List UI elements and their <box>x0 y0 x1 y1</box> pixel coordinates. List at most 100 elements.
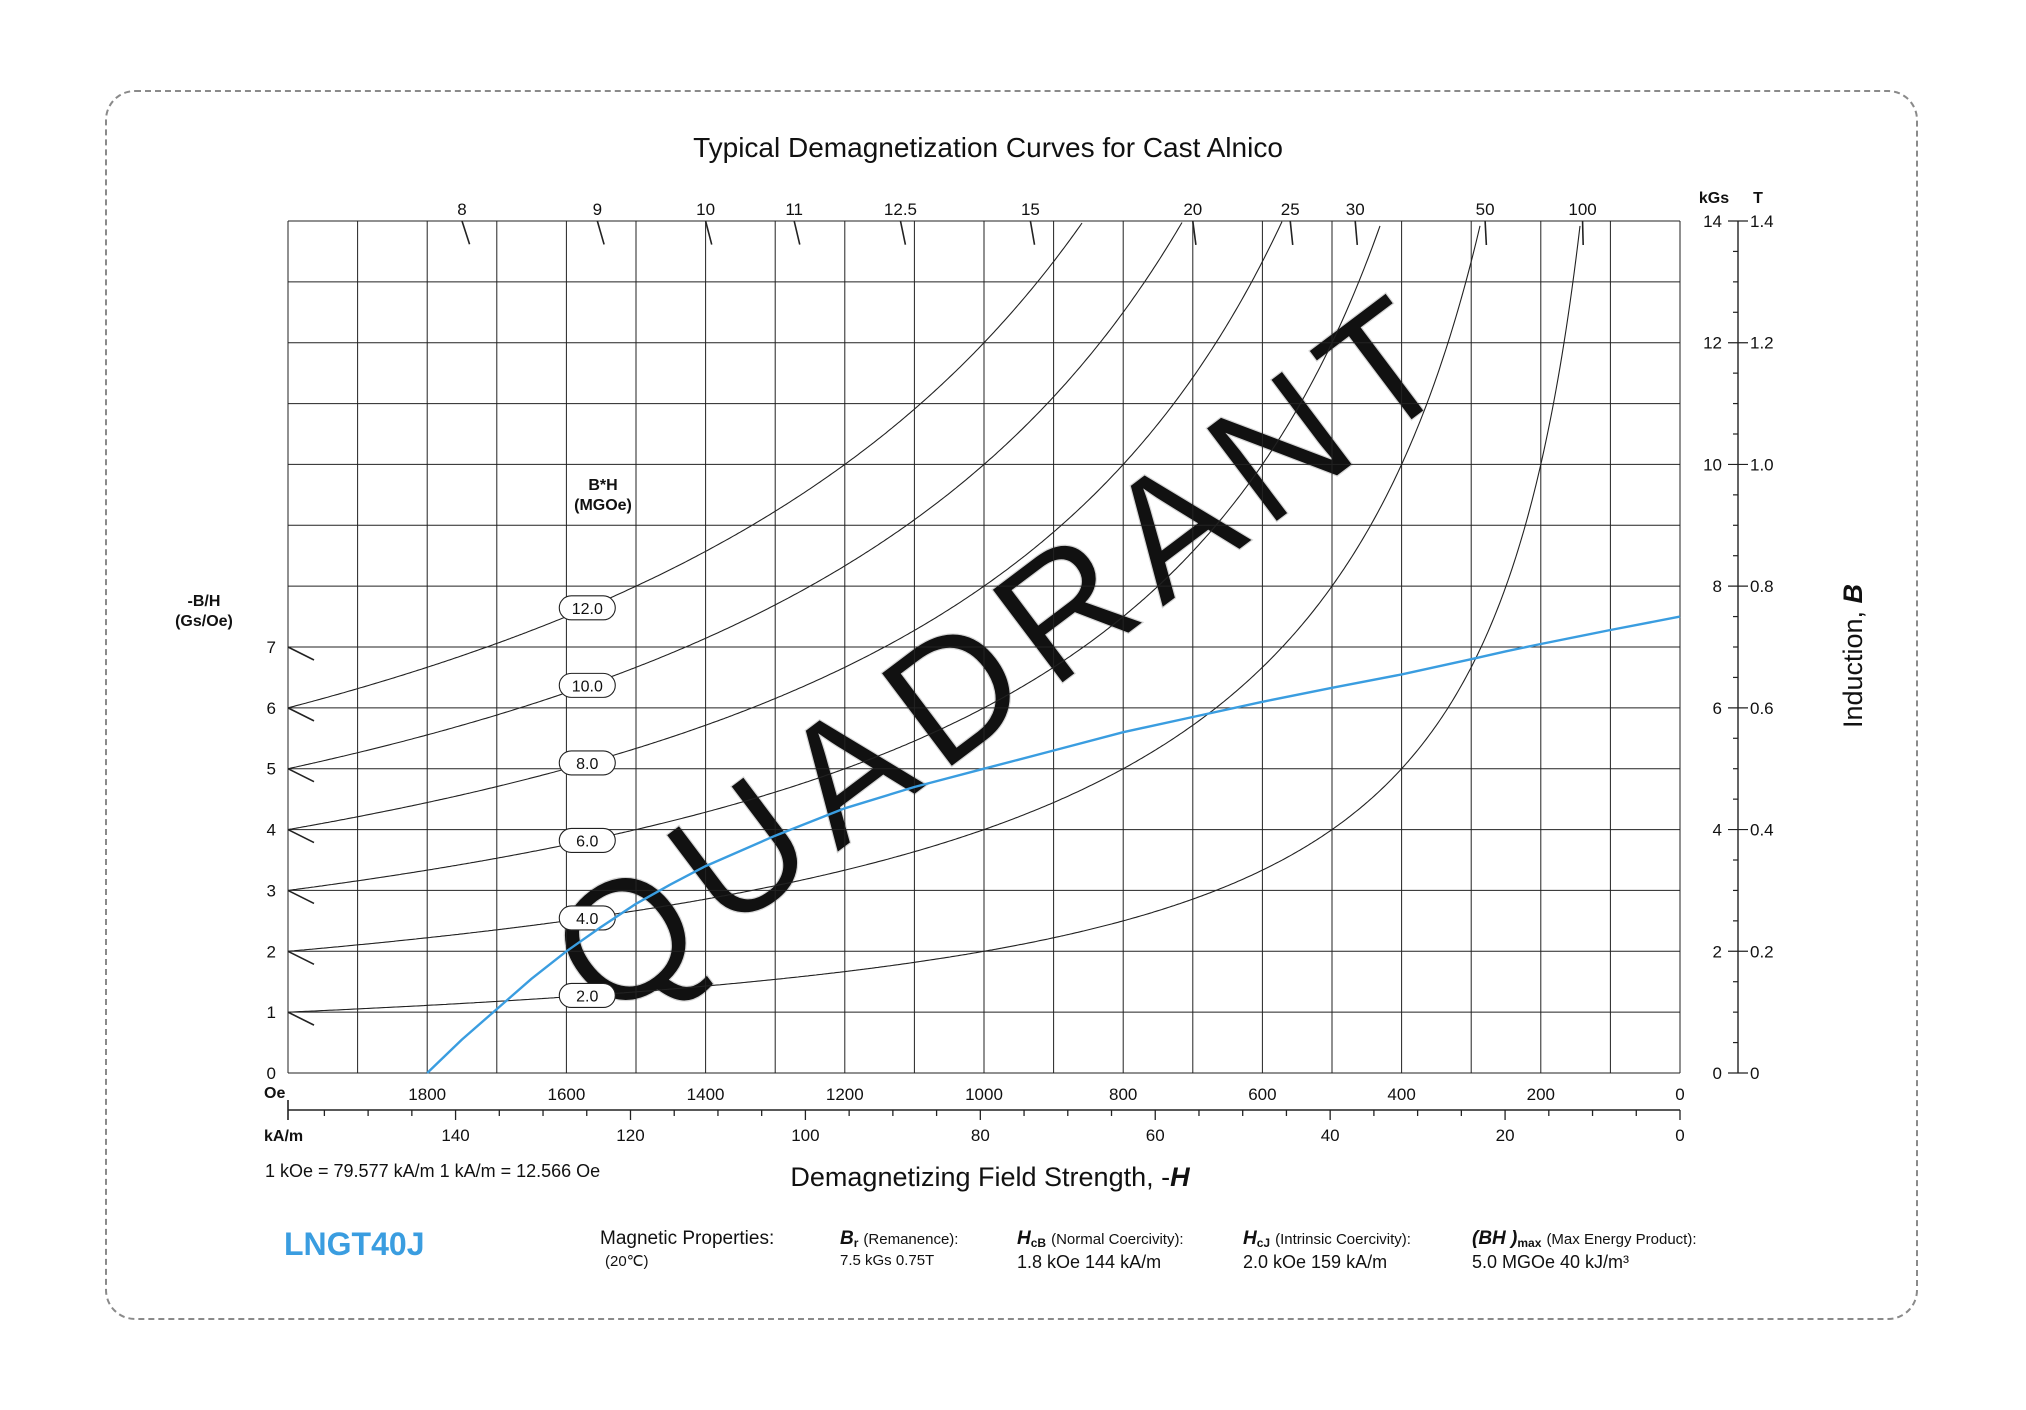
max-energy-block: (BH )max (Max Energy Product): 5.0 MGOe … <box>1472 1228 1697 1273</box>
properties-temperature: (20℃) <box>605 1253 649 1270</box>
permeance-top-tick <box>1192 220 1197 245</box>
energy-label-box <box>558 982 616 1009</box>
x-tick-label-kam: 80 <box>971 1126 990 1145</box>
permeance-top-label: 10 <box>696 200 715 219</box>
x-tick-label-kam: 40 <box>1321 1126 1340 1145</box>
permeance-left-tick <box>287 1011 315 1026</box>
x-tick-label-kam: 60 <box>1146 1126 1165 1145</box>
permeance-left-label: 3 <box>267 881 276 900</box>
permeance-top-tick <box>1029 220 1036 245</box>
permeance-left-tick <box>287 646 315 661</box>
permeance-top-label: 11 <box>785 200 803 219</box>
unit-conversion-note: 1 kOe = 79.577 kA/m 1 kA/m = 12.566 Oe <box>265 1161 601 1181</box>
permeance-top-label: 100 <box>1568 200 1596 219</box>
permeance-left-label: 0 <box>267 1064 276 1083</box>
chart-title: Typical Demagnetization Curves for Cast … <box>693 132 1283 163</box>
max-energy-label: (Max Energy Product): <box>1546 1231 1697 1248</box>
permeance-top-tick <box>793 220 801 245</box>
max-energy-subscript: max <box>1517 1236 1542 1250</box>
y-tick-label-tesla: 0.2 <box>1750 942 1774 961</box>
energy-label: 2.0 <box>576 988 598 1005</box>
x-tick-label-kam: 140 <box>441 1126 469 1145</box>
normal-coercivity-label: (Normal Coercivity): <box>1051 1231 1184 1248</box>
energy-label: 6.0 <box>576 833 598 850</box>
watermark-text: QUADRANT <box>516 252 1494 1055</box>
permeance-top-tick <box>1581 220 1584 246</box>
x-tick-label-oe: 200 <box>1527 1085 1555 1104</box>
x-tick-label-oe: 1400 <box>687 1085 725 1104</box>
energy-curve <box>288 225 1581 1013</box>
permeance-top-label: 15 <box>1021 200 1040 219</box>
remanence-value: 7.5 kGs 0.75T <box>840 1252 935 1269</box>
permeance-top-tick <box>1289 220 1294 246</box>
demag-curve-lngt40j <box>426 615 1681 1074</box>
energy-label: 4.0 <box>576 911 598 928</box>
properties-heading: Magnetic Properties: <box>600 1228 775 1249</box>
energy-curve <box>287 225 1481 952</box>
remanence-subscript: r <box>853 1236 859 1250</box>
normal-coercivity-symbol: H <box>1017 1228 1031 1249</box>
energy-label-box <box>558 827 616 853</box>
y-tick-label-kgs: 6 <box>1713 699 1722 718</box>
normal-coercivity-block: HcB (Normal Coercivity): 1.8 kOe 144 kA/… <box>1017 1228 1184 1273</box>
permeance-left-label: 4 <box>267 821 276 840</box>
permeance-top-tick <box>704 220 713 245</box>
normal-coercivity-subscript: cB <box>1030 1236 1047 1250</box>
normal-coercivity-value: 1.8 kOe 144 kA/m <box>1017 1252 1162 1272</box>
x-tick-label-oe: 600 <box>1248 1085 1276 1104</box>
x-tick-label-kam: 120 <box>616 1126 644 1145</box>
x-tick-label-kam: 100 <box>791 1126 819 1145</box>
energy-curve <box>287 221 1283 831</box>
max-energy-value: 5.0 MGOe 40 kJ/m³ <box>1472 1252 1630 1272</box>
permeance-left-tick <box>287 889 315 905</box>
energy-label-box <box>558 750 616 776</box>
energy-unit: (MGOe) <box>574 497 632 514</box>
y-tick-label-kgs: 4 <box>1713 821 1722 840</box>
kgs-unit-label: kGs <box>1699 190 1729 207</box>
permeance-top-tick <box>1354 220 1359 246</box>
x-tick-label-oe: 1200 <box>826 1085 864 1104</box>
intrinsic-coercivity-label: (Intrinsic Coercivity): <box>1275 1231 1411 1248</box>
permeance-top-label: 9 <box>593 200 602 219</box>
energy-label: 10.0 <box>572 678 603 695</box>
x-tick-label-oe: 1600 <box>547 1085 585 1104</box>
permeance-axis-label: -B/H <box>188 593 221 610</box>
energy-curve <box>287 222 1183 770</box>
permeance-left-label: 7 <box>267 638 276 657</box>
y-tick-label-kgs: 2 <box>1713 942 1722 961</box>
x-tick-label-oe: 0 <box>1675 1085 1684 1104</box>
y-tick-label-kgs: 0 <box>1713 1064 1722 1083</box>
permeance-left-tick <box>287 828 315 844</box>
x-tick-label-kam: 0 <box>1675 1126 1684 1145</box>
chart-card <box>105 90 1918 1320</box>
energy-curve <box>287 225 1381 891</box>
energy-curve <box>287 222 1083 709</box>
permeance-top-label: 30 <box>1346 200 1365 219</box>
x-tick-label-kam: 20 <box>1496 1126 1515 1145</box>
permeance-top-tick <box>1484 220 1488 246</box>
x-tick-label-oe: 800 <box>1109 1085 1137 1104</box>
y-tick-label-kgs: 14 <box>1703 212 1722 231</box>
intrinsic-coercivity-symbol: H <box>1243 1228 1257 1249</box>
permeance-left-label: 2 <box>267 942 276 961</box>
energy-label: B*H <box>588 477 617 494</box>
permeance-left-tick <box>287 950 315 966</box>
kam-unit-label: kA/m <box>264 1128 303 1145</box>
tesla-unit-label: T <box>1753 190 1763 207</box>
energy-label: 8.0 <box>576 756 598 773</box>
energy-label: 12.0 <box>572 601 603 618</box>
permeance-top-label: 8 <box>457 200 466 219</box>
oe-unit-label: Oe <box>264 1085 285 1102</box>
y-tick-label-kgs: 10 <box>1703 455 1722 474</box>
permeance-top-tick <box>596 220 605 245</box>
y-tick-label-tesla: 0 <box>1750 1064 1759 1083</box>
intrinsic-coercivity-subscript: cJ <box>1256 1236 1271 1250</box>
permeance-top-label: 20 <box>1183 200 1202 219</box>
permeance-top-tick <box>461 220 471 245</box>
grade-name: LNGT40J <box>284 1226 425 1262</box>
permeance-left-label: 1 <box>267 1003 276 1022</box>
y-tick-label-tesla: 1.2 <box>1750 334 1774 353</box>
remanence-label: (Remanence): <box>863 1231 959 1248</box>
y-tick-label-kgs: 8 <box>1713 577 1722 596</box>
